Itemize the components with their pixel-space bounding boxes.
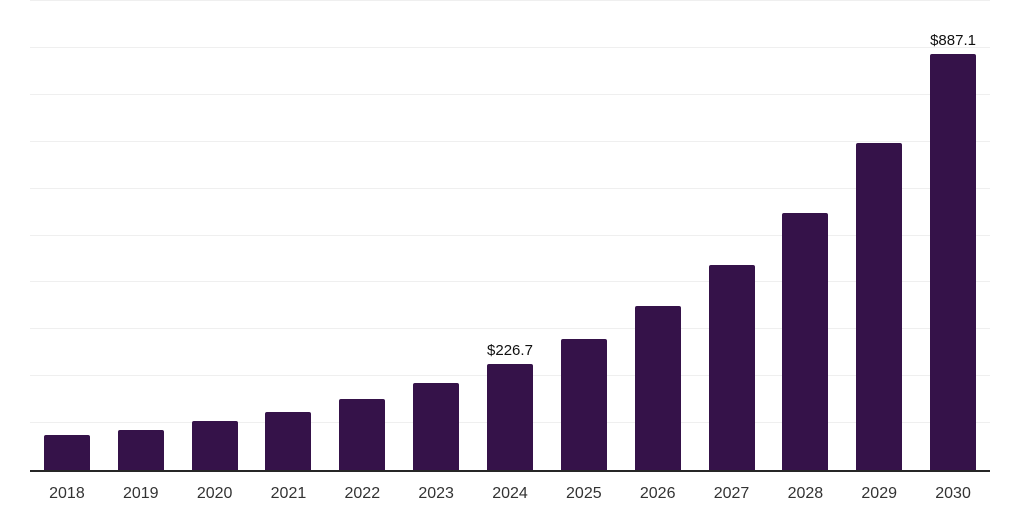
- gridline: [30, 281, 990, 283]
- bar-2020: [191, 420, 238, 470]
- gridline: [30, 234, 990, 236]
- x-tick-label-2029: 2029: [861, 485, 897, 502]
- bar-slot-2026: [621, 1, 695, 470]
- bar-2019: [117, 430, 164, 470]
- bar-2029: [856, 143, 903, 470]
- bar-slot-2019: [104, 1, 178, 470]
- bar-slot-2025: [547, 1, 621, 470]
- gridline: [30, 46, 990, 48]
- bar-2027: [708, 265, 755, 470]
- bar-2028: [782, 213, 829, 470]
- x-tick-label-2026: 2026: [639, 485, 676, 502]
- bar-slot-2028: [768, 1, 842, 470]
- bar-slot-2018: [30, 1, 104, 470]
- bar-slot-2022: [325, 1, 399, 470]
- bar-slot-2023: [399, 1, 473, 470]
- x-tick-label-2019: 2019: [122, 485, 159, 502]
- bar-2026: [634, 305, 681, 470]
- x-tick-label-2022: 2022: [344, 485, 381, 502]
- x-tick-label-2028: 2028: [787, 485, 824, 502]
- x-tick-label-2025: 2025: [566, 485, 602, 502]
- bar-slot-2027: [695, 1, 769, 470]
- x-axis-labels: 2018 2019 2020 2021 2022 2023 2024 2025 2026 2027…: [30, 484, 990, 503]
- bar-2023: [413, 382, 460, 470]
- bar-slot-2030: $887.1: [916, 1, 990, 470]
- bar-slot-2020: [178, 1, 252, 470]
- value-label-2030: $887.1: [930, 31, 976, 49]
- x-tick-label-2020: 2020: [196, 485, 233, 502]
- bar-2021: [265, 411, 312, 470]
- plot-area: $226.7 $887.1: [30, 0, 990, 472]
- x-tick-label-2030: 2030: [935, 485, 971, 502]
- gridline: [30, 140, 990, 142]
- value-label-2024: $226.7: [487, 341, 533, 359]
- x-tick-label-2023: 2023: [418, 485, 454, 502]
- bar-slot-2029: [842, 1, 916, 470]
- bar-2025: [560, 339, 607, 470]
- bars-row: $226.7 $887.1: [30, 1, 990, 470]
- bar-2022: [339, 399, 386, 470]
- gridline: [30, 93, 990, 95]
- gridline: [30, 187, 990, 189]
- x-tick-label-2021: 2021: [270, 485, 307, 502]
- x-tick-label-2018: 2018: [49, 485, 85, 502]
- bar-slot-2024: $226.7: [473, 1, 547, 470]
- x-tick-label-2024: 2024: [492, 485, 528, 502]
- bar-slot-2021: [252, 1, 326, 470]
- bar-2024: [486, 363, 533, 470]
- bar-2030: [930, 53, 977, 470]
- gridline: [30, 328, 990, 330]
- bar-2018: [43, 434, 90, 470]
- x-tick-label-2027: 2027: [713, 485, 750, 502]
- gridline: [30, 0, 990, 1]
